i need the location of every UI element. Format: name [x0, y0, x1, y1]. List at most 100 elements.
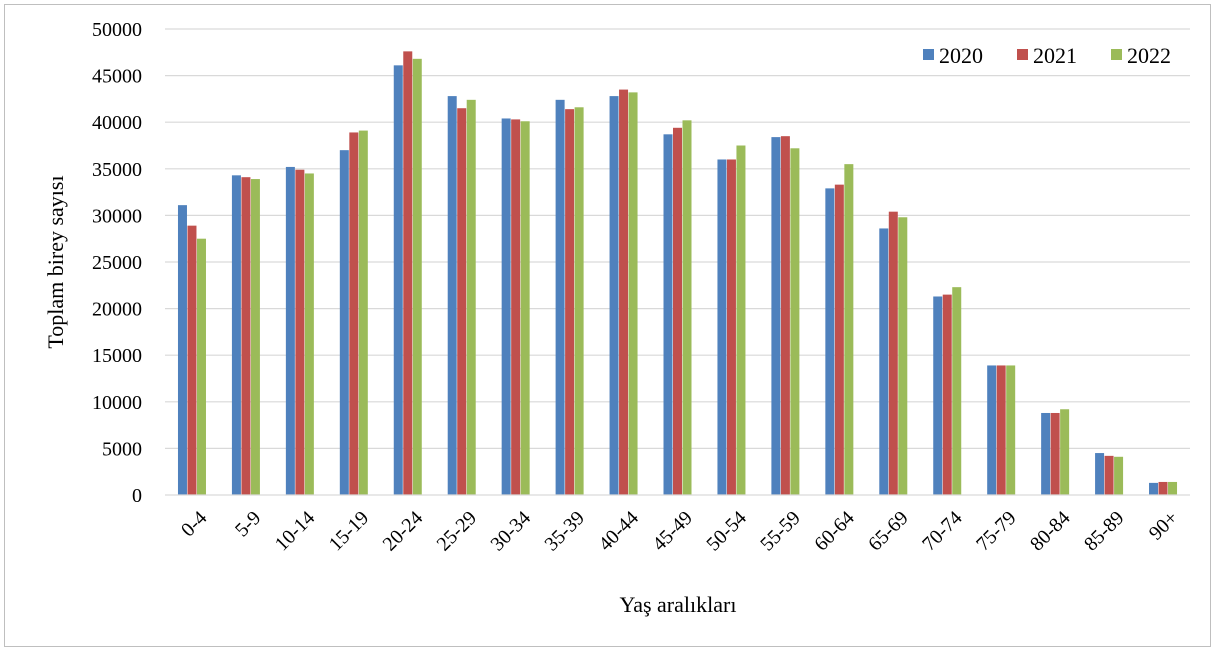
x-axis-title: Yaş aralıkları: [620, 592, 737, 617]
bar-2021-50-54: [726, 159, 736, 496]
bar-2022-30-34: [520, 121, 530, 495]
x-tick-label: 0-4: [177, 507, 211, 541]
x-tick-label: 40-44: [594, 507, 643, 556]
y-tick-label: 10000: [92, 392, 142, 414]
bar-2020-25-29: [447, 96, 457, 495]
x-tick-label: 5-9: [231, 507, 265, 541]
bar-2021-75-79: [996, 365, 1006, 495]
x-tick-label: 35-39: [540, 507, 589, 556]
bar-2022-75-79: [1006, 365, 1016, 495]
bar-2022-80-84: [1060, 409, 1070, 495]
bar-2020-90+: [1149, 482, 1159, 495]
bar-2020-5-9: [231, 175, 241, 495]
x-tick-label: 90+: [1145, 507, 1183, 545]
y-tick-label: 30000: [92, 205, 142, 227]
y-axis-ticks: 0 5000 10000 15000 20000 25000 30000 35000 40000…: [92, 19, 142, 507]
x-tick-label: 10-14: [271, 507, 320, 556]
bar-2022-5-9: [250, 179, 260, 495]
bar-2022-70-74: [952, 287, 962, 495]
legend: 2020 2021 2022: [923, 43, 1171, 68]
bar-2020-75-79: [987, 365, 997, 495]
bar-2022-10-14: [304, 173, 314, 495]
bar-2021-55-59: [780, 136, 790, 495]
legend-label: 2022: [1127, 43, 1171, 68]
y-tick-label: 35000: [92, 159, 142, 181]
y-axis-title: Toplam birey sayısı: [43, 175, 68, 348]
bar-2022-35-39: [574, 107, 584, 496]
bar-2021-80-84: [1050, 412, 1060, 495]
bar-2021-25-29: [457, 108, 467, 495]
bar-2021-30-34: [511, 119, 521, 496]
y-tick-label: 0: [132, 485, 142, 507]
x-tick-label: 60-64: [810, 507, 859, 556]
bar-2021-10-14: [295, 169, 305, 495]
x-tick-label: 15-19: [325, 507, 374, 556]
bar-2022-55-59: [790, 148, 800, 495]
bar-2021-65-69: [888, 211, 898, 495]
bar-2022-40-44: [628, 92, 638, 495]
y-tick-label: 5000: [102, 438, 142, 460]
bar-2021-35-39: [565, 109, 575, 495]
bar-2022-60-64: [844, 164, 854, 495]
y-tick-label: 15000: [92, 345, 142, 367]
legend-label: 2020: [939, 43, 983, 68]
bar-2021-0-4: [187, 225, 197, 496]
bar-2021-90+: [1158, 481, 1168, 495]
bar-2021-20-24: [403, 51, 413, 495]
y-tick-label: 40000: [92, 112, 142, 134]
x-tick-label: 45-49: [648, 507, 697, 556]
x-tick-label: 55-59: [756, 507, 805, 556]
x-axis-ticks: 0-4 5-9 10-14 15-19 20-24 25-29 30-34 35-39 40-4…: [177, 507, 1182, 556]
bar-2022-45-49: [682, 120, 692, 495]
bar-2021-70-74: [942, 294, 952, 495]
bar-2021-45-49: [673, 127, 682, 496]
bar-2020-80-84: [1041, 412, 1051, 495]
bar-2021-5-9: [241, 177, 251, 496]
gridlines: [165, 28, 1190, 449]
bar-2022-15-19: [358, 130, 368, 495]
bar-2020-60-64: [825, 188, 835, 495]
bar-2020-50-54: [717, 159, 727, 496]
legend-label: 2021: [1033, 43, 1077, 68]
x-tick-label: 85-89: [1080, 507, 1129, 556]
y-tick-label: 45000: [92, 66, 142, 88]
bar-2020-40-44: [609, 96, 619, 495]
bar-2022-90+: [1168, 481, 1178, 495]
bar-2021-60-64: [834, 184, 844, 496]
x-tick-label: 75-79: [972, 507, 1021, 556]
bar-2020-35-39: [555, 99, 565, 495]
legend-swatch-2021: [1017, 49, 1028, 60]
x-tick-label: 25-29: [433, 507, 482, 556]
y-tick-label: 50000: [92, 19, 142, 41]
y-tick-label: 20000: [92, 299, 142, 321]
bar-2020-20-24: [393, 65, 403, 496]
bar-2020-85-89: [1095, 453, 1105, 495]
bar-2021-40-44: [619, 89, 629, 495]
bar-2021-15-19: [349, 132, 359, 495]
legend-swatch-2022: [1111, 49, 1122, 60]
x-tick-label: 65-69: [864, 507, 913, 556]
bar-2020-30-34: [501, 118, 511, 496]
y-tick-label: 25000: [92, 252, 142, 274]
bar-2020-55-59: [771, 137, 781, 495]
bar-2022-85-89: [1114, 456, 1124, 495]
bar-2020-0-4: [177, 205, 187, 495]
x-tick-label: 30-34: [487, 507, 536, 556]
bar-2022-50-54: [736, 145, 746, 495]
bar-2020-15-19: [339, 150, 349, 495]
legend-swatch-2020: [923, 49, 934, 60]
bar-2020-10-14: [285, 166, 295, 495]
bar-2020-45-49: [663, 134, 673, 496]
bar-2022-0-4: [196, 238, 206, 495]
bar-2021-85-89: [1104, 455, 1114, 495]
bar-2022-20-24: [412, 58, 422, 495]
x-tick-label: 70-74: [918, 507, 967, 556]
bars: [177, 51, 1178, 496]
bar-2022-25-29: [466, 99, 476, 495]
x-tick-label: 50-54: [702, 507, 751, 556]
x-tick-label: 80-84: [1026, 507, 1075, 556]
bar-2020-65-69: [879, 228, 889, 495]
bar-2022-65-69: [898, 217, 908, 495]
bar-2020-70-74: [933, 296, 943, 495]
